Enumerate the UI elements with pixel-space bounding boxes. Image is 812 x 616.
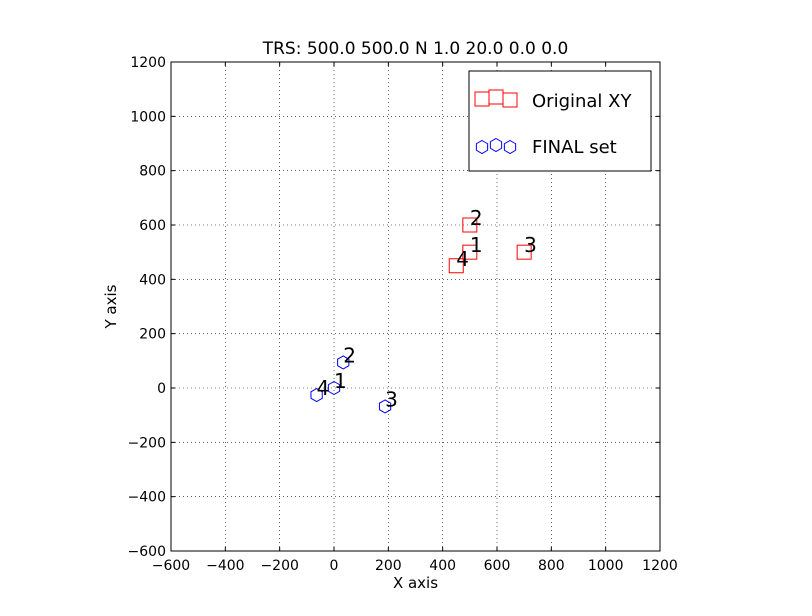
y-tick-label: 800: [139, 164, 166, 180]
y-tick-label: 0: [157, 381, 166, 397]
x-tick-label: 1200: [642, 558, 678, 574]
original-xy-point-label: 1: [470, 233, 483, 257]
y-tick-label: −600: [128, 544, 166, 560]
y-axis-label: Y axis: [102, 284, 120, 329]
x-tick-label: 200: [375, 558, 402, 574]
legend-original-xy-label: Original XY: [532, 91, 632, 112]
y-tick-label: 600: [139, 218, 166, 234]
y-tick-label: 400: [139, 272, 166, 288]
final-set-point-label: 2: [343, 343, 356, 367]
legend-final-set-marker: [503, 139, 517, 155]
x-tick-label: −200: [260, 558, 298, 574]
legend-original-xy-marker: [502, 92, 518, 108]
final-set-marker: [327, 380, 341, 396]
original-xy-marker: [462, 217, 478, 233]
final-set-marker: [378, 399, 392, 414]
x-tick-label: 800: [538, 558, 565, 574]
legend-final-set-label: FINAL set: [532, 137, 617, 158]
x-tick-label: 400: [429, 558, 456, 574]
original-xy-marker: [462, 244, 478, 260]
original-xy-point-label: 4: [456, 247, 469, 271]
y-tick-label: 1200: [130, 55, 166, 71]
original-xy-marker: [448, 258, 464, 274]
legend-box: [468, 70, 652, 172]
y-tick-label: 1000: [130, 109, 166, 125]
final-set-point-label: 4: [317, 376, 330, 400]
x-axis-label: X axis: [393, 574, 438, 592]
final-set-point-label: 1: [334, 369, 347, 393]
original-xy-marker: [516, 244, 532, 260]
x-tick-label: 600: [484, 558, 511, 574]
final-set-marker: [337, 355, 350, 370]
y-tick-label: −200: [128, 435, 166, 451]
y-tick-label: 200: [139, 327, 166, 343]
legend: Original XY FINAL set: [468, 70, 652, 172]
plot-frame: [170, 61, 661, 552]
legend-final-set-marker: [489, 137, 503, 153]
grid-lines: [171, 62, 660, 551]
x-tick-label: −400: [206, 558, 244, 574]
original-xy-point-label: 3: [524, 233, 537, 257]
legend-final-set-marker: [475, 139, 489, 155]
axis-ticks: −600 −400 −200 0 200 400 600 800 1000 1200−600−40…: [128, 55, 678, 574]
final-set-marker: [310, 387, 323, 403]
final-set-point-label: 3: [385, 387, 398, 411]
x-tick-label: 0: [330, 558, 339, 574]
x-tick-label: 1000: [588, 558, 624, 574]
original-xy-point-label: 2: [470, 206, 483, 230]
y-tick-label: −400: [128, 490, 166, 506]
x-tick-label: −600: [152, 558, 190, 574]
chart-title: TRS: 500.0 500.0 N 1.0 20.0 0.0 0.0: [262, 39, 569, 59]
